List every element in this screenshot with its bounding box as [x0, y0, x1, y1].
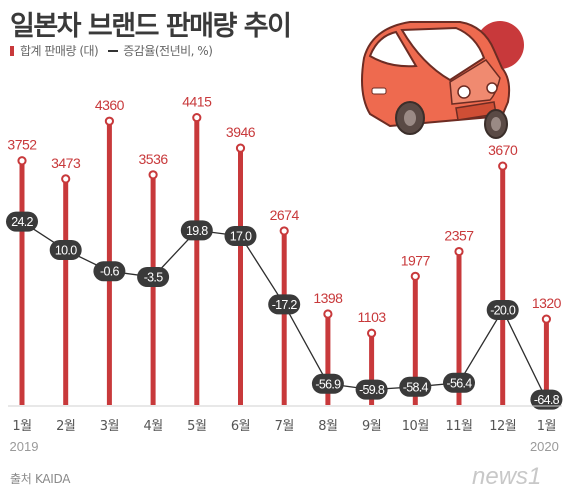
sales-bar-cap — [367, 328, 377, 338]
growth-marker — [224, 226, 257, 246]
growth-value-label: -56.4 — [447, 376, 473, 390]
sales-value-label: 3752 — [7, 137, 37, 153]
x-tick-label: 2월 — [56, 419, 75, 434]
sales-value-label: 2674 — [270, 207, 300, 223]
growth-value-label: -3.5 — [144, 271, 163, 285]
legend-label-sales: 합계 판매량 (대) — [20, 44, 99, 58]
sales-bar-cap — [61, 174, 71, 184]
x-tick-label: 9월 — [362, 419, 381, 434]
sales-bar-cap — [541, 314, 552, 324]
growth-marker — [311, 373, 344, 394]
sales-value-label: 3670 — [488, 142, 518, 158]
growth-marker — [180, 220, 213, 241]
growth-value-label: -0.6 — [100, 265, 119, 279]
sales-bar-cap — [104, 116, 115, 126]
sales-bar-cap — [279, 226, 289, 236]
sales-bar — [369, 333, 375, 405]
sales-value-label: 3536 — [139, 151, 169, 167]
legend-label-growth: 증감율(전년비, %) — [123, 44, 213, 58]
sales-bar-cap — [235, 143, 246, 153]
news1-logo-icon: news1 — [472, 463, 541, 490]
growth-value-label: 17.0 — [230, 230, 252, 244]
growth-marker — [268, 294, 301, 315]
sales-bar-cap — [498, 161, 508, 171]
sales-bar — [500, 166, 506, 405]
legend-swatch-line — [108, 49, 119, 52]
sales-bar-cap — [17, 156, 27, 166]
x-tick-label: 1월 — [12, 419, 31, 434]
sales-bar — [238, 148, 243, 405]
growth-marker — [530, 389, 563, 410]
growth-value-label: -17.2 — [272, 298, 298, 312]
x-tick-label: 12월 — [489, 419, 516, 434]
sales-bar — [150, 174, 156, 405]
x-tick-label: 8월 — [318, 419, 337, 434]
growth-marker — [399, 376, 432, 397]
sales-value-label: 4415 — [182, 94, 212, 110]
x-tick-label: 10월 — [402, 419, 429, 434]
sales-bar-cap — [410, 271, 420, 281]
sales-bar — [281, 230, 287, 405]
sales-value-label: 1103 — [358, 309, 387, 325]
sales-bar — [63, 178, 69, 405]
sales-value-label: 3946 — [226, 124, 256, 140]
sales-value-label: 4360 — [95, 97, 125, 113]
sales-bar — [543, 319, 549, 405]
x-tick-label: 5월 — [187, 419, 206, 434]
year-label-2020: 2020 — [530, 439, 559, 454]
legend-swatch-bar — [10, 45, 14, 56]
growth-marker — [443, 372, 475, 393]
sales-bar — [325, 313, 331, 405]
growth-value-label: -59.8 — [359, 383, 385, 397]
sales-value-label: 1977 — [401, 252, 431, 268]
chart-title: 일본차 브랜드 판매량 추이 — [10, 11, 292, 42]
sales-bar — [412, 276, 418, 405]
growth-value-label: 10.0 — [55, 244, 77, 258]
x-tick-label: 7월 — [275, 419, 294, 434]
legend-item-sales: 합계 판매량 (대) — [10, 42, 99, 59]
growth-marker — [355, 379, 388, 400]
car-illustration-icon — [361, 21, 524, 139]
growth-marker — [486, 300, 519, 320]
x-tick-label: 3월 — [100, 419, 119, 434]
growth-value-label: -58.4 — [403, 380, 429, 394]
sales-bar-cap — [323, 309, 333, 319]
x-tick-label: 11월 — [445, 419, 472, 434]
logo-text: news1 — [472, 463, 541, 490]
sales-bar-cap — [454, 246, 464, 257]
source-note: 출처 KAIDA — [10, 472, 71, 486]
sales-value-label: 2357 — [444, 228, 474, 244]
sales-value-label: 3473 — [51, 155, 81, 171]
sales-bar — [456, 251, 462, 405]
legend-item-growth: 증감율(전년비, %) — [108, 42, 213, 59]
growth-value-label: -64.8 — [534, 393, 560, 407]
year-label-2019: 2019 — [10, 439, 39, 454]
x-tick-label: 6월 — [231, 419, 250, 434]
sales-bar-cap — [148, 170, 158, 180]
growth-marker — [137, 267, 170, 287]
legend: 합계 판매량 (대) 증감율(전년비, %) — [10, 42, 222, 59]
growth-marker — [93, 261, 126, 282]
x-tick-label: 4월 — [143, 419, 162, 434]
growth-value-label: -56.9 — [315, 377, 341, 391]
growth-value-label: 24.2 — [11, 215, 33, 229]
growth-value-label: 19.8 — [186, 224, 208, 238]
growth-marker — [6, 211, 38, 232]
sales-bar-cap — [192, 112, 202, 123]
sales-bar — [19, 160, 25, 405]
growth-value-label: -20.0 — [490, 304, 516, 318]
sales-value-label: 1398 — [313, 290, 343, 306]
x-tick-label: 1월 — [537, 419, 556, 434]
sales-value-label: 1320 — [532, 295, 562, 311]
sales-bar — [194, 117, 200, 405]
growth-marker — [49, 240, 82, 260]
